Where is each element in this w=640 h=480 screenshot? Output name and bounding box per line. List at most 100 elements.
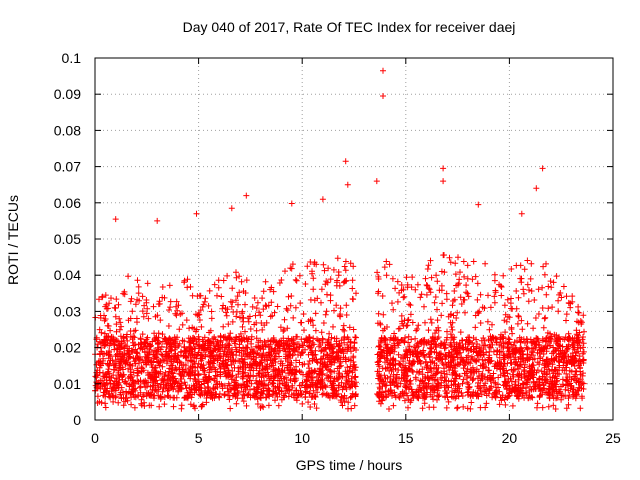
- data-point: [563, 317, 569, 324]
- data-point: [108, 374, 115, 381]
- data-point: [106, 300, 113, 307]
- data-point: [538, 347, 545, 354]
- data-point: [306, 365, 312, 372]
- data-point: [179, 337, 186, 344]
- y-tick-label: 0.06: [54, 195, 81, 211]
- data-point: [236, 289, 243, 296]
- data-point: [151, 374, 158, 381]
- data-point: [291, 394, 298, 401]
- data-point: [157, 368, 164, 375]
- data-point: [391, 382, 398, 388]
- data-point: [429, 382, 436, 389]
- data-point: [272, 397, 278, 404]
- data-point: [334, 356, 341, 362]
- data-point: [341, 263, 348, 270]
- data-point: [306, 390, 313, 397]
- data-point: [240, 318, 247, 325]
- data-point: [110, 384, 117, 391]
- data-point: [442, 352, 449, 359]
- data-point: [531, 341, 538, 348]
- data-point: [470, 258, 477, 265]
- data-point: [167, 304, 174, 311]
- data-point: [350, 353, 357, 360]
- data-point: [261, 338, 268, 345]
- data-point: [337, 305, 344, 312]
- data-point: [334, 365, 341, 372]
- data-point: [262, 365, 269, 372]
- data-point: [129, 308, 136, 315]
- data-point: [550, 370, 557, 377]
- data-point: [487, 341, 493, 348]
- data-point: [390, 306, 397, 313]
- data-point: [532, 315, 539, 321]
- data-point: [164, 339, 171, 346]
- data-point: [211, 342, 217, 349]
- data-point: [528, 349, 535, 356]
- data-points: [92, 67, 587, 412]
- data-point: [579, 395, 586, 402]
- y-tick-label: 0.03: [54, 303, 81, 319]
- data-point: [263, 356, 270, 363]
- data-point: [186, 370, 193, 377]
- data-point: [278, 387, 285, 394]
- data-point: [556, 362, 563, 369]
- data-point: [580, 380, 587, 387]
- data-point: [536, 361, 543, 368]
- data-point: [333, 393, 340, 400]
- data-point: [252, 312, 259, 319]
- data-point: [350, 365, 356, 372]
- data-point: [132, 301, 139, 308]
- data-point: [484, 318, 491, 325]
- data-point: [330, 323, 336, 330]
- data-point: [159, 294, 166, 301]
- data-point: [464, 262, 471, 269]
- data-point: [233, 400, 240, 407]
- y-tick-label: 0: [73, 412, 81, 428]
- data-point: [313, 358, 320, 365]
- data-point: [194, 312, 201, 319]
- data-point: [336, 312, 343, 319]
- data-point: [152, 369, 159, 376]
- data-point: [266, 391, 273, 397]
- x-tick-label: 20: [502, 430, 518, 446]
- data-point: [282, 390, 289, 397]
- data-point: [541, 315, 548, 322]
- data-point: [128, 401, 135, 408]
- data-point: [235, 301, 241, 308]
- data-point: [454, 361, 461, 367]
- data-point: [468, 356, 475, 363]
- data-point: [494, 347, 501, 354]
- data-point: [106, 362, 113, 369]
- data-point: [296, 359, 303, 366]
- data-point: [192, 405, 198, 412]
- data-point: [518, 336, 525, 343]
- data-point: [441, 269, 448, 276]
- data-point: [563, 370, 570, 377]
- data-point: [176, 326, 183, 333]
- data-point: [162, 336, 169, 343]
- data-point: [569, 350, 576, 357]
- data-point: [475, 393, 482, 400]
- data-point: [202, 351, 209, 358]
- data-point: [353, 334, 359, 341]
- data-point: [171, 346, 178, 353]
- data-point: [139, 293, 146, 300]
- data-point: [467, 346, 474, 353]
- data-point: [510, 342, 517, 349]
- data-point: [113, 321, 120, 328]
- data-point: [491, 299, 498, 306]
- data-point: [343, 312, 350, 318]
- data-point: [95, 341, 101, 348]
- data-point: [389, 300, 395, 307]
- data-point: [447, 331, 454, 338]
- data-point: [404, 284, 411, 291]
- data-point: [348, 405, 355, 412]
- data-point: [238, 278, 245, 285]
- data-point: [233, 269, 239, 276]
- data-point: [288, 200, 295, 207]
- data-point: [276, 384, 283, 391]
- data-point: [494, 359, 501, 366]
- data-point: [335, 272, 342, 279]
- data-point: [112, 313, 119, 320]
- data-point: [486, 354, 493, 361]
